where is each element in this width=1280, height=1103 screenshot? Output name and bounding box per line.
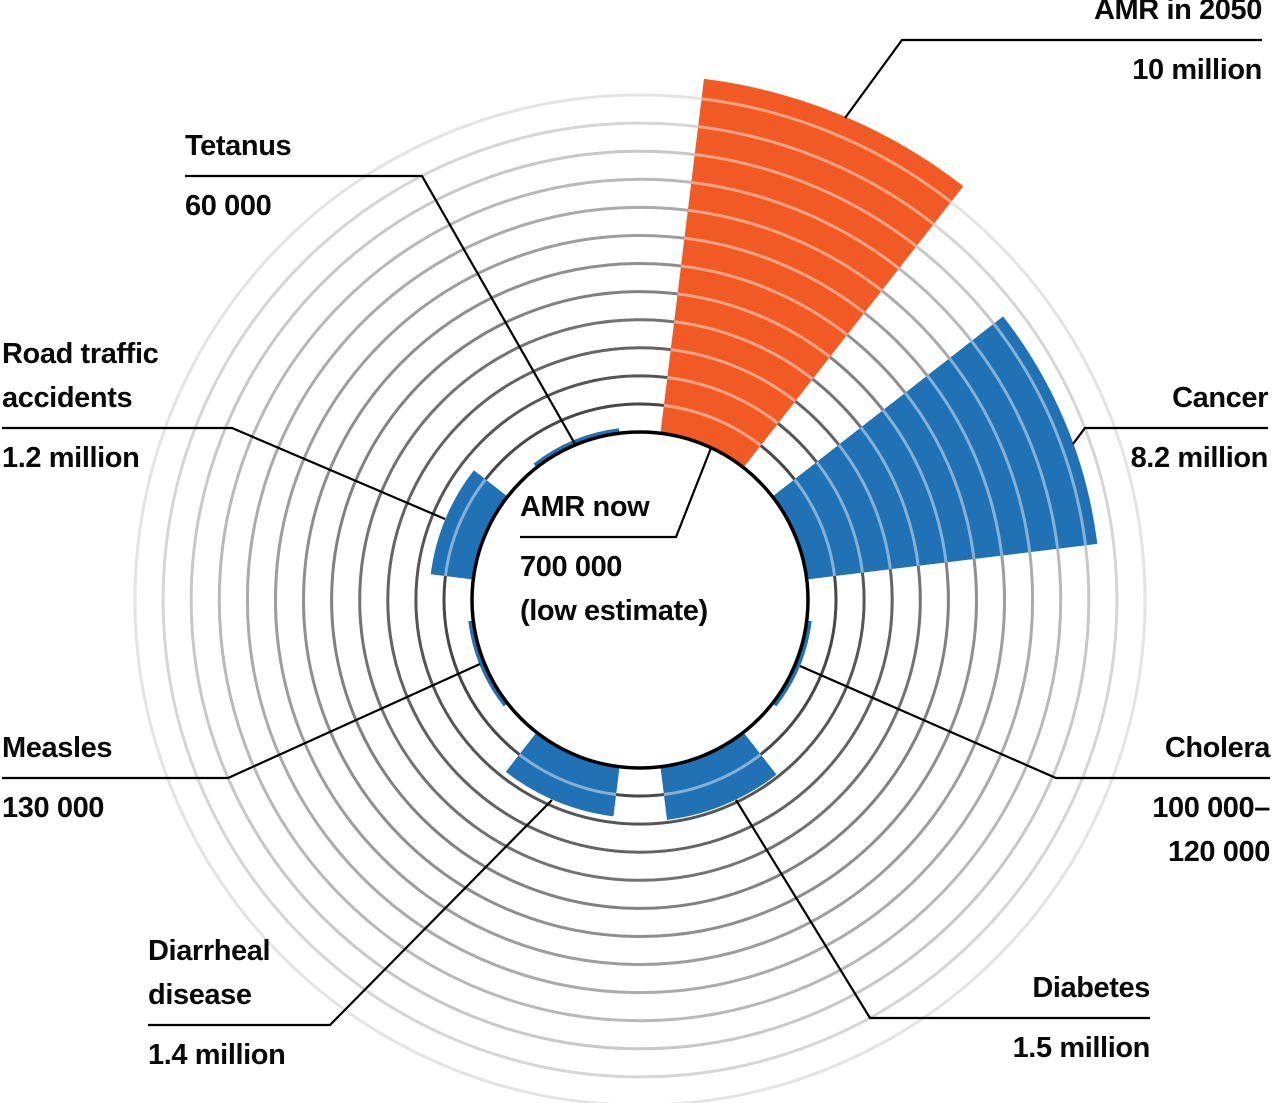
label-measles: Measles 130 000: [2, 726, 112, 830]
grid-ring: [245, 205, 1035, 995]
label-diabetes-rule-gap: [1013, 1010, 1150, 1026]
label-diarrheal-title-1: Diarrheal: [148, 935, 271, 967]
label-cholera-value-2: 120 000: [1167, 836, 1270, 868]
label-tetanus-value: 60 000: [185, 190, 272, 222]
label-amr-now-title: AMR now: [520, 491, 650, 523]
grid-ring: [330, 290, 950, 910]
label-measles-value: 130 000: [2, 792, 105, 824]
label-diarrheal-value: 1.4 million: [148, 1039, 286, 1071]
label-tetanus: Tetanus 60 000: [185, 124, 292, 228]
leader-diarrheal: [148, 799, 553, 1027]
leader-diabetes: [735, 799, 1150, 1020]
label-amr-now-value: 700 000: [520, 551, 623, 583]
label-amr-now: AMR now 700 000 (low estimate): [520, 485, 708, 633]
grid-ring: [386, 346, 894, 854]
label-road-rule-gap: [2, 420, 158, 436]
wedge-diabetes: [660, 732, 777, 820]
grid-ring: [189, 149, 1091, 1051]
wedges: [430, 78, 1098, 820]
label-amr-now-note: (low estimate): [520, 595, 708, 627]
wedge-tetanus: [533, 428, 620, 468]
center-circle-amr-now: [470, 430, 810, 770]
wedge-amr-in-2050: [660, 78, 964, 468]
grid-rings: [133, 93, 1147, 1103]
label-cholera-rule-gap: [1152, 770, 1270, 786]
label-cancer: Cancer 8.2 million: [1130, 376, 1269, 480]
label-amr-2050-value: 10 million: [1132, 54, 1262, 86]
label-road-title-2: accidents: [2, 382, 133, 414]
label-cholera-title: Cholera: [1164, 732, 1271, 764]
wedge-cholera: [772, 620, 812, 707]
grid-ring: [414, 374, 866, 826]
label-road-traffic-accidents: Road traffic accidents 1.2 million: [2, 332, 159, 480]
grid-ring: [358, 318, 922, 882]
label-diabetes-value: 1.5 million: [1012, 1032, 1151, 1064]
label-tetanus-rule-gap: [185, 168, 291, 184]
label-cholera: Cholera 100 000– 120 000: [1152, 726, 1270, 874]
label-measles-rule-gap: [2, 770, 112, 786]
wedge-measles: [468, 620, 508, 707]
label-cholera-value-1: 100 000–: [1152, 792, 1270, 824]
grid-ring: [442, 402, 838, 798]
label-diabetes: Diabetes 1.5 million: [1012, 966, 1151, 1070]
label-measles-title: Measles: [2, 732, 113, 764]
label-amr-2050-title: AMR in 2050: [1093, 0, 1262, 26]
label-diarrheal-title-2: disease: [148, 979, 252, 1011]
grid-ring: [133, 93, 1147, 1103]
leader-measles: [2, 662, 481, 780]
label-amr-now-rule-gap: [520, 529, 708, 545]
leader-cholera: [799, 664, 1270, 780]
leader-tetanus: [185, 174, 576, 445]
label-amr-2050-rule-gap: [1094, 32, 1262, 48]
wedge-road-traffic-accidents: [430, 470, 508, 580]
label-diabetes-title: Diabetes: [1032, 972, 1150, 1004]
label-cancer-value: 8.2 million: [1130, 442, 1269, 474]
grid-ring: [217, 177, 1063, 1023]
label-diarrheal-disease: Diarrheal disease 1.4 million: [148, 929, 286, 1077]
grid-ring: [274, 234, 1006, 966]
label-cancer-rule-gap: [1131, 420, 1268, 436]
wedge-diarrheal-disease: [505, 732, 620, 817]
grid-ring: [161, 121, 1119, 1079]
label-amr-2050: AMR in 2050 10 million: [1094, 0, 1262, 92]
label-cancer-title: Cancer: [1172, 382, 1268, 414]
leader-amr-2050: [844, 38, 1262, 119]
leader-cancer: [1072, 426, 1268, 445]
label-tetanus-title: Tetanus: [185, 130, 292, 162]
leader-lines: [2, 38, 1270, 1027]
leader-road: [2, 426, 446, 521]
label-road-title-1: Road traffic: [2, 338, 159, 370]
leader-amr-now: [520, 447, 713, 539]
grid-ring: [302, 262, 978, 938]
wedge-cancer: [772, 316, 1098, 580]
label-road-value: 1.2 million: [2, 442, 140, 474]
label-diarrheal-rule-gap: [148, 1017, 285, 1033]
